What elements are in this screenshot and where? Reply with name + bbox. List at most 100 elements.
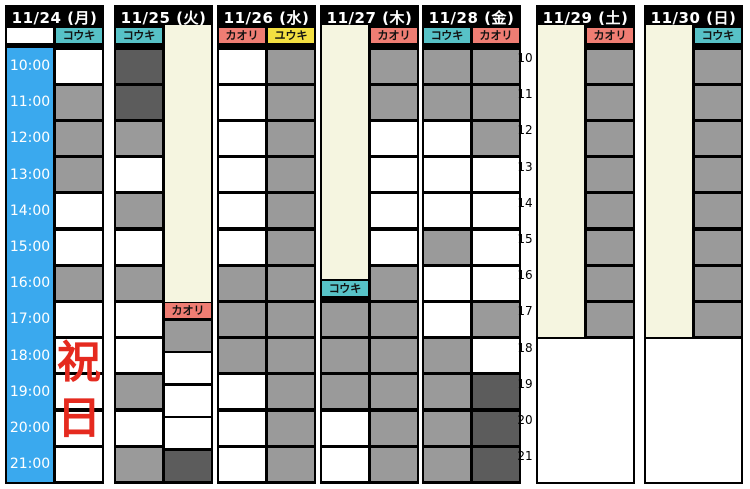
schedule-cell[interactable] [695, 85, 741, 119]
schedule-cell[interactable] [116, 85, 162, 119]
schedule-cell[interactable] [473, 447, 519, 481]
schedule-cell[interactable] [473, 302, 519, 337]
schedule-cell[interactable] [56, 266, 102, 300]
schedule-cell[interactable] [371, 375, 417, 409]
schedule-cell[interactable] [219, 194, 265, 228]
schedule-cell[interactable] [56, 85, 102, 119]
schedule-cell[interactable] [56, 411, 102, 445]
schedule-cell[interactable] [165, 353, 211, 384]
schedule-cell[interactable] [116, 121, 162, 156]
schedule-cell[interactable] [587, 121, 633, 156]
schedule-cell[interactable] [56, 302, 102, 337]
schedule-cell[interactable] [424, 447, 470, 481]
schedule-cell[interactable] [322, 447, 368, 481]
schedule-cell[interactable] [424, 49, 470, 83]
schedule-cell[interactable] [268, 339, 314, 373]
schedule-cell[interactable] [165, 418, 211, 449]
schedule-cell[interactable] [473, 339, 519, 373]
schedule-cell[interactable] [165, 450, 211, 481]
schedule-cell[interactable] [56, 230, 102, 264]
schedule-cell[interactable] [587, 302, 633, 337]
schedule-cell[interactable] [587, 85, 633, 119]
schedule-cell[interactable] [424, 194, 470, 228]
schedule-cell[interactable] [219, 158, 265, 192]
schedule-cell[interactable] [116, 339, 162, 373]
schedule-cell[interactable] [219, 375, 265, 409]
schedule-cell[interactable] [424, 266, 470, 300]
schedule-cell[interactable] [473, 49, 519, 83]
schedule-cell[interactable] [371, 85, 417, 119]
schedule-cell[interactable] [695, 266, 741, 300]
schedule-cell[interactable] [219, 266, 265, 300]
schedule-cell[interactable] [268, 49, 314, 83]
schedule-cell[interactable] [116, 266, 162, 300]
schedule-cell[interactable] [473, 121, 519, 156]
schedule-cell[interactable] [268, 85, 314, 119]
schedule-cell[interactable] [116, 230, 162, 264]
schedule-cell[interactable] [424, 158, 470, 192]
schedule-cell[interactable] [268, 194, 314, 228]
schedule-cell[interactable] [587, 49, 633, 83]
schedule-cell[interactable] [473, 230, 519, 264]
schedule-cell[interactable] [165, 320, 211, 351]
schedule-cell[interactable] [219, 121, 265, 156]
schedule-cell[interactable] [371, 411, 417, 445]
schedule-cell[interactable] [371, 230, 417, 264]
schedule-cell[interactable] [424, 230, 470, 264]
schedule-cell[interactable] [322, 302, 368, 337]
schedule-cell[interactable] [219, 411, 265, 445]
schedule-cell[interactable] [56, 49, 102, 83]
empty-evening-block[interactable] [538, 338, 633, 482]
schedule-cell[interactable] [473, 194, 519, 228]
schedule-cell[interactable] [116, 194, 162, 228]
schedule-cell[interactable] [219, 85, 265, 119]
schedule-cell[interactable] [116, 49, 162, 83]
schedule-cell[interactable] [219, 49, 265, 83]
schedule-cell[interactable] [371, 194, 417, 228]
schedule-cell[interactable] [473, 375, 519, 409]
schedule-cell[interactable] [56, 194, 102, 228]
schedule-cell[interactable] [371, 339, 417, 373]
schedule-cell[interactable] [371, 158, 417, 192]
schedule-cell[interactable] [268, 411, 314, 445]
schedule-cell[interactable] [116, 447, 162, 481]
schedule-cell[interactable] [268, 447, 314, 481]
schedule-cell[interactable] [268, 158, 314, 192]
schedule-cell[interactable] [56, 375, 102, 409]
schedule-cell[interactable] [371, 447, 417, 481]
schedule-cell[interactable] [695, 230, 741, 264]
schedule-cell[interactable] [424, 339, 470, 373]
schedule-cell[interactable] [371, 49, 417, 83]
schedule-cell[interactable] [268, 266, 314, 300]
schedule-cell[interactable] [587, 266, 633, 300]
schedule-cell[interactable] [56, 121, 102, 156]
schedule-cell[interactable] [219, 230, 265, 264]
schedule-cell[interactable] [56, 447, 102, 481]
schedule-cell[interactable] [473, 266, 519, 300]
schedule-cell[interactable] [268, 375, 314, 409]
schedule-cell[interactable] [587, 158, 633, 192]
schedule-cell[interactable] [587, 194, 633, 228]
schedule-cell[interactable] [695, 302, 741, 337]
schedule-cell[interactable] [116, 375, 162, 409]
schedule-cell[interactable] [371, 266, 417, 300]
schedule-cell[interactable] [473, 85, 519, 119]
empty-evening-block[interactable] [646, 338, 741, 482]
schedule-cell[interactable] [695, 194, 741, 228]
schedule-cell[interactable] [587, 230, 633, 264]
schedule-cell[interactable] [695, 121, 741, 156]
schedule-cell[interactable] [56, 339, 102, 373]
schedule-cell[interactable] [424, 302, 470, 337]
schedule-cell[interactable] [322, 411, 368, 445]
schedule-cell[interactable] [371, 302, 417, 337]
schedule-cell[interactable] [322, 375, 368, 409]
schedule-cell[interactable] [116, 302, 162, 337]
schedule-cell[interactable] [268, 230, 314, 264]
schedule-cell[interactable] [116, 411, 162, 445]
schedule-cell[interactable] [695, 49, 741, 83]
schedule-cell[interactable] [424, 411, 470, 445]
schedule-cell[interactable] [695, 158, 741, 192]
schedule-cell[interactable] [371, 121, 417, 156]
schedule-cell[interactable] [424, 375, 470, 409]
schedule-cell[interactable] [219, 302, 265, 337]
